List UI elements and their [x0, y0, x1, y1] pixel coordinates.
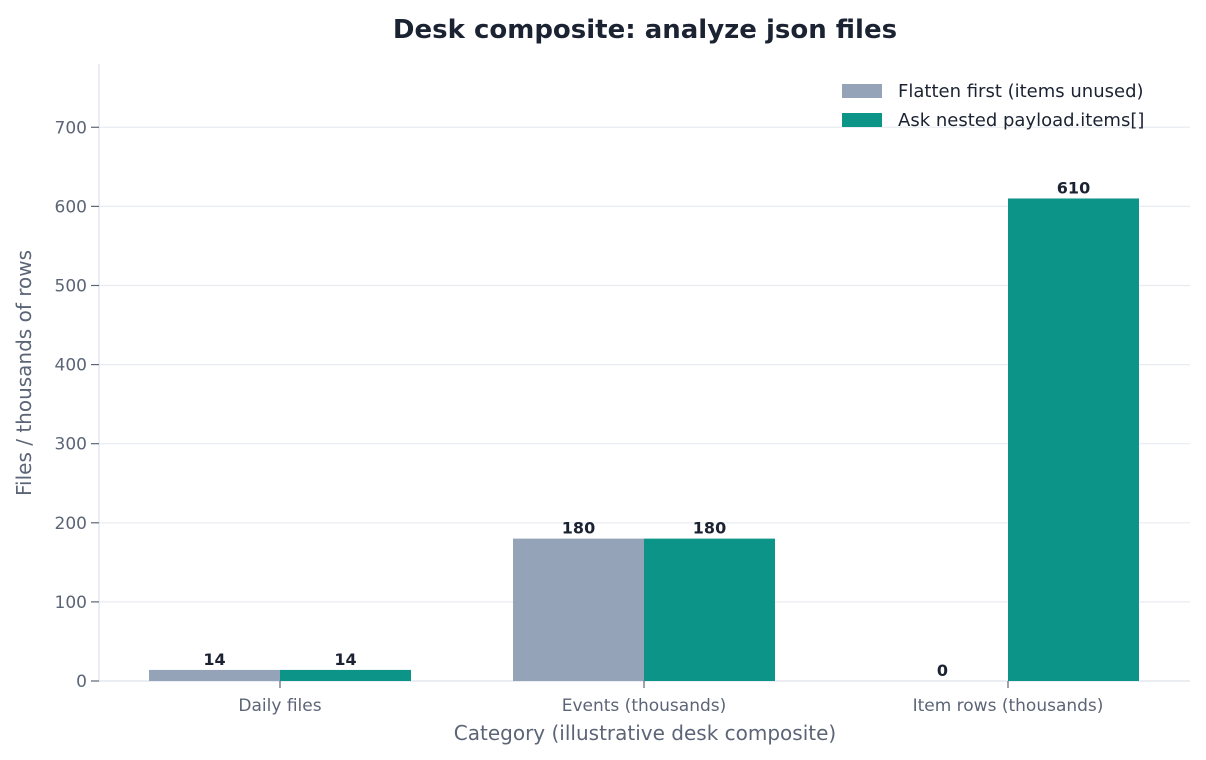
- y-axis-label: Files / thousands of rows: [12, 250, 36, 496]
- bar: [644, 538, 775, 681]
- y-tick-label: 400: [55, 356, 87, 376]
- data-label: 14: [334, 650, 356, 669]
- data-label: 180: [693, 519, 726, 538]
- y-tick-label: 700: [55, 118, 87, 138]
- y-tick-label: 100: [55, 593, 87, 613]
- x-axis-label: Category (illustrative desk composite): [454, 721, 836, 745]
- bar: [280, 669, 411, 681]
- x-axis-ticks: Daily files Events (thousands) Item rows (…: [238, 681, 1103, 716]
- bars: 14 14 180 180 0 610: [149, 178, 1139, 681]
- legend: Flatten first (items unused) Ask nested p…: [842, 81, 1144, 131]
- chart-title: Desk composite: analyze json files: [393, 15, 897, 45]
- data-label: 0: [937, 661, 948, 680]
- data-label: 14: [203, 650, 225, 669]
- y-tick-label: 300: [55, 435, 87, 455]
- bar: [513, 538, 644, 681]
- y-tick-label: 600: [55, 197, 87, 217]
- grid-lines: [99, 126, 1190, 603]
- data-label: 180: [562, 519, 595, 538]
- y-tick-label: 200: [55, 514, 87, 534]
- y-tick-label: 0: [76, 672, 87, 692]
- x-tick-label: Item rows (thousands): [913, 696, 1104, 716]
- y-tick-label: 500: [55, 276, 87, 296]
- x-tick-label: Daily files: [238, 696, 321, 716]
- legend-swatch: [842, 84, 882, 98]
- legend-label: Flatten first (items unused): [898, 81, 1144, 102]
- data-label: 610: [1057, 178, 1090, 197]
- bar: [1008, 198, 1139, 681]
- bar: [149, 669, 280, 681]
- legend-swatch: [842, 113, 882, 127]
- y-axis-ticks: 0 100 200 300 400 500 600 700: [55, 118, 99, 692]
- x-tick-label: Events (thousands): [562, 696, 727, 716]
- legend-label: Ask nested payload.items[]: [898, 110, 1144, 131]
